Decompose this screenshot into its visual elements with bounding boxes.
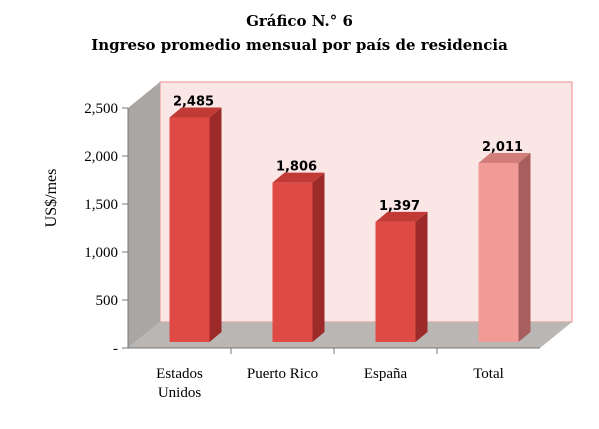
x-category-label: Estados Unidos [156,366,203,401]
bar: 2,011 [478,140,531,342]
floor [128,322,572,348]
y-tick-label: 1,000 [84,245,118,261]
y-tick-label: 1,500 [84,197,118,213]
bar-side [312,172,325,342]
x-axis: Estados Unidos Puerto Rico España Total [156,348,504,401]
bar-value-label: 1,397 [379,199,420,214]
bar-top [375,211,428,222]
bar-top [478,152,531,163]
bar-value-label: 2,485 [173,94,214,109]
bar: 1,806 [272,160,325,342]
bar-front [478,162,519,342]
bar-side [209,107,222,342]
y-tick-label: - [113,341,118,357]
bar-side [518,152,531,342]
bar: 2,485 [169,94,222,342]
y-tick-label: 500 [96,293,119,309]
bar: 1,397 [375,199,428,342]
chart-subtitle: Ingreso promedio mensual por país de res… [91,36,508,54]
bar-front [272,182,313,342]
y-axis: - 500 1,000 1,500 2,000 2,500 [84,101,128,357]
bar-front [169,117,210,342]
x-category-label: Total [473,366,504,382]
y-tick-label: 2,500 [84,101,118,117]
bars: 2,485 1,806 1,397 2,011 [169,94,531,342]
bar-front [375,221,416,342]
chart-title: Gráfico N.° 6 [246,12,353,30]
side-wall [128,82,160,348]
x-category-label: España [364,366,408,382]
x-category-label: Puerto Rico [247,366,318,382]
chart-walls [127,81,573,349]
bar-value-label: 1,806 [276,160,317,175]
y-tick-label: 2,000 [84,149,118,165]
bar-top [169,107,222,118]
bar-top [272,172,325,183]
bar-value-label: 2,011 [482,140,523,155]
y-axis-label: US$/mes [43,169,60,228]
bar-side [415,211,428,342]
